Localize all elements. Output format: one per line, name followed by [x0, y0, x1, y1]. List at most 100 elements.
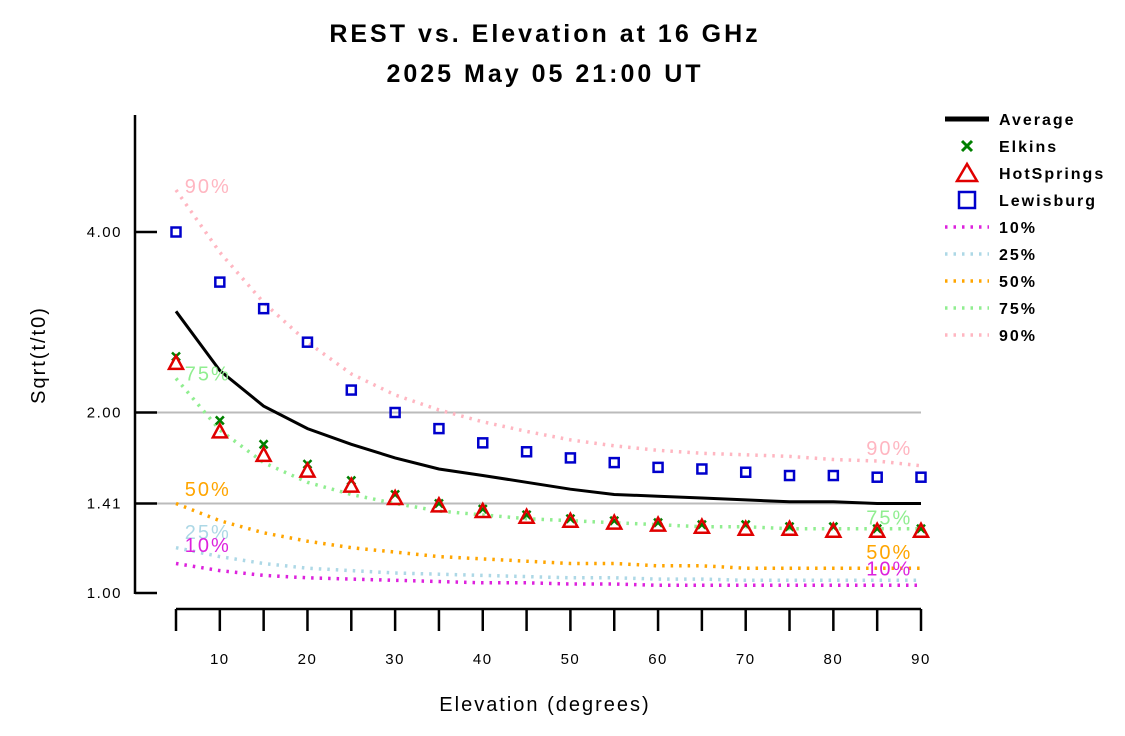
elkins-marker — [258, 439, 269, 450]
hotsprings-marker — [254, 445, 273, 463]
lewisburg-marker — [827, 469, 840, 482]
x-tick-label: 70 — [736, 651, 756, 668]
hotsprings-marker — [342, 476, 361, 493]
lewisburg-marker — [257, 302, 270, 315]
legend-label: 25% — [999, 247, 1037, 264]
lewisburg-marker — [564, 452, 577, 464]
y-axis-label: Sqrt(t/t0) — [28, 306, 50, 404]
x-tick-label: 50 — [561, 651, 581, 668]
legend-swatch-x — [960, 139, 974, 153]
y-tick-label: 1.00 — [87, 585, 122, 602]
legend-item: 90% — [945, 328, 1037, 345]
plot-area: 1.00 1.41 2.00 4.00 10 20 30 40 50 60 70 80 90 90% 75%… — [87, 115, 931, 668]
legend-item: Average — [945, 112, 1076, 129]
hotsprings-marker — [736, 519, 755, 536]
legend-label: 10% — [999, 220, 1037, 237]
lewisburg-marker — [345, 384, 358, 396]
curve-label: 75% — [866, 508, 912, 530]
legend-item: 75% — [945, 301, 1037, 318]
hotsprings-marker — [648, 515, 668, 532]
elkins-marker-stroke — [214, 415, 225, 426]
legend-item: 25% — [945, 247, 1037, 264]
lewisburg-marker — [214, 276, 226, 288]
x-tick-label: 90 — [911, 651, 931, 668]
x-tick-label: 20 — [298, 651, 318, 668]
lewisburg-marker — [783, 469, 796, 482]
legend-label: 75% — [999, 301, 1037, 318]
series-line-25pct — [175, 545, 921, 583]
hotsprings-marker — [298, 460, 317, 478]
lewisburg-marker — [696, 463, 708, 475]
legend-item: 50% — [945, 274, 1037, 291]
y-tick-label: 2.00 — [87, 405, 122, 422]
curve-label: 25% — [185, 522, 231, 544]
series-line-average — [174, 310, 921, 505]
elkins-marker-stroke — [258, 439, 269, 450]
lewisburg-marker — [520, 446, 533, 458]
x-tick-label: 80 — [824, 651, 844, 668]
x-tick-label: 60 — [648, 651, 668, 668]
curve-label: 10% — [185, 535, 231, 557]
legend-label: Elkins — [999, 139, 1058, 156]
legend-item: Elkins — [960, 139, 1058, 156]
lewisburg-marker — [389, 406, 401, 419]
x-tick-label: 40 — [473, 651, 493, 668]
legend-item: HotSprings — [954, 161, 1105, 183]
lewisburg-marker — [871, 471, 883, 483]
lewisburg-marker — [915, 471, 927, 483]
legend-swatch-square — [957, 190, 977, 210]
x-tick-label: 10 — [210, 651, 230, 668]
y-tick-label: 1.41 — [87, 496, 122, 513]
chart-title: REST vs. Elevation at 16 GHz — [329, 20, 760, 48]
legend-swatch-triangle — [954, 161, 980, 183]
elkins-marker-stroke — [872, 523, 883, 534]
series-line-10pct — [175, 561, 921, 588]
hotsprings-marker — [824, 521, 843, 539]
legend-label: Lewisburg — [999, 193, 1097, 210]
hotsprings-marker — [210, 421, 229, 439]
lewisburg-marker — [652, 461, 664, 474]
elkins-marker-stroke — [916, 523, 926, 534]
lewisburg-marker — [301, 336, 314, 348]
elkins-marker-stroke — [784, 521, 795, 532]
legend-label: 50% — [999, 274, 1037, 291]
lewisburg-marker — [608, 456, 620, 469]
curve-label: 90% — [185, 176, 231, 198]
elkins-marker — [784, 521, 795, 532]
hotsprings-marker — [868, 521, 887, 539]
curve-label: 75% — [185, 364, 231, 386]
series-line-50pct — [175, 501, 921, 570]
lewisburg-marker — [170, 226, 182, 238]
lewisburg-marker — [739, 466, 752, 478]
y-tick-label: 4.00 — [87, 224, 122, 241]
series-line-90pct — [174, 188, 922, 468]
hotsprings-marker — [517, 507, 536, 525]
elkins-marker — [872, 523, 883, 534]
legend: Average Elkins HotSprings Lewisburg 10% 25% 50… — [945, 112, 1105, 345]
hotsprings-marker — [561, 511, 580, 528]
hotsprings-marker — [605, 513, 624, 530]
curve-label: 50% — [185, 479, 231, 501]
chart-subtitle: 2025 May 05 21:00 UT — [386, 60, 703, 88]
elkins-marker — [214, 415, 225, 426]
legend-label: 90% — [999, 328, 1037, 345]
legend-label: Average — [999, 112, 1076, 129]
hotsprings-marker — [911, 521, 931, 539]
x-axis-label: Elevation (degrees) — [439, 694, 650, 716]
hotsprings-marker — [386, 488, 405, 506]
curve-label: 90% — [866, 438, 912, 460]
legend-label: HotSprings — [999, 166, 1105, 183]
hotsprings-marker — [166, 353, 186, 371]
curve-label: 50% — [866, 542, 912, 564]
elkins-marker — [916, 523, 926, 534]
hotsprings-marker — [780, 519, 799, 536]
lewisburg-marker — [433, 422, 445, 435]
series-line-75pct — [174, 377, 921, 531]
curve-label: 10% — [866, 558, 912, 580]
legend-item: 10% — [945, 220, 1037, 237]
lewisburg-marker — [477, 437, 489, 449]
hotsprings-marker — [692, 517, 711, 534]
x-tick-label: 30 — [385, 651, 405, 668]
